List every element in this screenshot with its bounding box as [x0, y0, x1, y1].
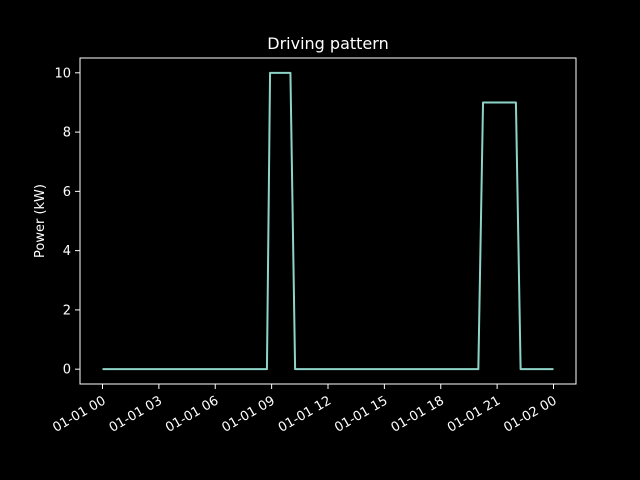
- chart-title: Driving pattern: [267, 34, 388, 53]
- y-tick-label-1: 2: [63, 303, 71, 318]
- y-tick-label-3: 6: [63, 185, 71, 200]
- y-tick-label-4: 8: [63, 126, 71, 141]
- y-tick-label-0: 0: [63, 363, 71, 378]
- y-tick-label-5: 10: [54, 66, 71, 81]
- series-line-0: [102, 71, 554, 371]
- y-tick-label-2: 4: [63, 244, 71, 259]
- y-axis-label: Power (kW): [33, 184, 48, 258]
- plot-frame: [79, 57, 577, 385]
